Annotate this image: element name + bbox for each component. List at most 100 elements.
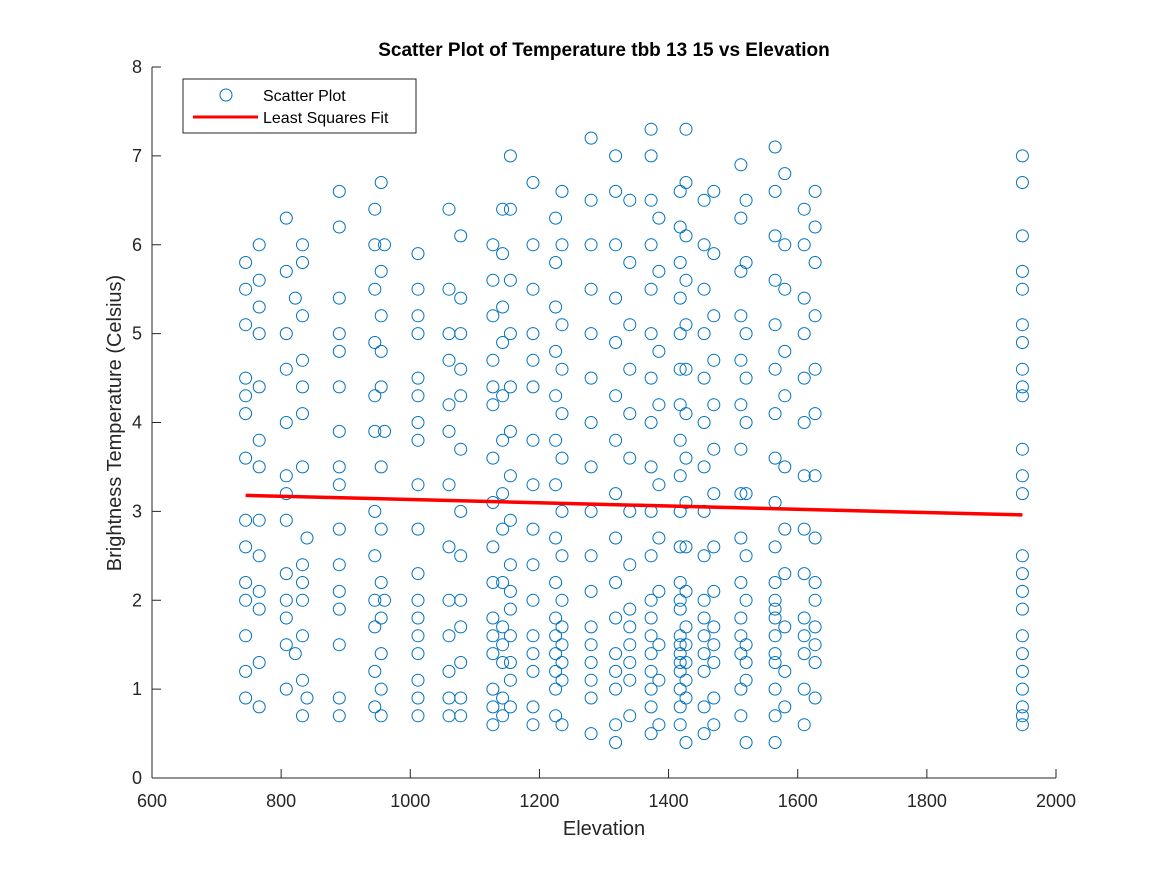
scatter-point (368, 700, 382, 714)
y-tick-label: 6 (132, 235, 142, 255)
scatter-point (368, 202, 382, 216)
scatter-point (555, 362, 569, 376)
scatter-point (296, 353, 309, 367)
scatter-point (252, 656, 266, 669)
scatter-point (288, 647, 302, 661)
scatter-point (1015, 282, 1029, 296)
scatter-point (503, 700, 517, 714)
scatter-point (808, 220, 822, 234)
scatter-point (797, 416, 811, 429)
scatter-point (797, 238, 811, 252)
scatter-point (644, 122, 658, 136)
scatter-point (768, 540, 782, 554)
scatter-point (808, 593, 822, 607)
scatter-point (411, 647, 425, 661)
scatter-point (496, 620, 510, 634)
scatter-point (300, 691, 314, 705)
scatter-point (739, 549, 753, 563)
scatter-point (503, 469, 517, 483)
scatter-point (808, 576, 822, 589)
scatter-point (1015, 176, 1029, 189)
scatter-point (652, 531, 666, 545)
scatter-point (378, 424, 391, 438)
scatter-point (673, 540, 687, 554)
scatter-point (454, 327, 468, 341)
legend-box (182, 78, 417, 134)
scatter-point (768, 682, 782, 696)
scatter-point (734, 309, 748, 323)
scatter-point (734, 398, 748, 412)
scatter-point (797, 202, 811, 216)
scatter-point (609, 531, 623, 545)
scatter-point (486, 451, 500, 465)
scatter-point (584, 238, 598, 252)
scatter-point (555, 620, 569, 634)
scatter-point (768, 629, 782, 643)
scatter-point (486, 682, 500, 696)
scatter-point (768, 318, 782, 332)
scatter-point (768, 140, 782, 154)
scatter-point (332, 638, 346, 652)
scatter-point (486, 238, 500, 252)
scatter-point (679, 673, 693, 687)
scatter-point (644, 416, 658, 429)
scatter-point (368, 424, 382, 438)
scatter-point (486, 629, 500, 643)
scatter-point (252, 380, 266, 394)
scatter-point (378, 593, 391, 607)
scatter-point (1015, 149, 1029, 163)
scatter-point (1015, 264, 1029, 278)
scatter-point (239, 664, 253, 678)
scatter-point (644, 238, 658, 252)
scatter-point (697, 327, 711, 341)
scatter-point (734, 158, 748, 172)
scatter-point (768, 647, 782, 661)
scatter-point (503, 380, 517, 394)
scatter-point (768, 576, 782, 589)
scatter-point (808, 407, 822, 421)
scatter-point (411, 389, 425, 403)
scatter-point (486, 353, 500, 367)
scatter-point (609, 238, 623, 252)
scatter-point (739, 371, 753, 385)
scatter-point (1015, 469, 1029, 483)
legend-label-fit: Least Squares Fit (263, 110, 389, 127)
scatter-point (808, 362, 822, 376)
scatter-point (797, 718, 811, 732)
scatter-point (739, 256, 753, 269)
scatter-point (768, 593, 782, 607)
scatter-point (279, 593, 293, 607)
scatter-point (411, 567, 425, 581)
scatter-point (486, 576, 500, 589)
scatter-point (486, 398, 500, 412)
scatter-point (707, 638, 721, 652)
scatter-point (707, 620, 721, 634)
scatter-point (797, 647, 811, 661)
scatter-point (252, 300, 266, 314)
scatter-point (252, 273, 266, 287)
scatter-point (609, 487, 623, 501)
scatter-point (644, 611, 658, 625)
y-tick-label: 7 (132, 146, 142, 166)
scatter-point (496, 576, 510, 589)
scatter-point (368, 620, 382, 634)
scatter-point (734, 611, 748, 625)
scatter-point (555, 718, 569, 732)
scatter-point (707, 353, 721, 367)
scatter-point (734, 211, 748, 225)
scatter-point (644, 727, 658, 741)
scatter-point (526, 478, 540, 492)
scatter-point (707, 309, 721, 323)
scatter-point (697, 460, 711, 474)
scatter-point (454, 709, 468, 723)
scatter-point (526, 700, 540, 714)
scatter-point (679, 540, 693, 554)
scatter-point (411, 629, 425, 643)
scatter-point (623, 407, 637, 421)
scatter-point (673, 656, 687, 669)
scatter-point (644, 549, 658, 563)
scatter-point (623, 638, 637, 652)
scatter-point (296, 558, 309, 572)
scatter-point (697, 549, 711, 563)
